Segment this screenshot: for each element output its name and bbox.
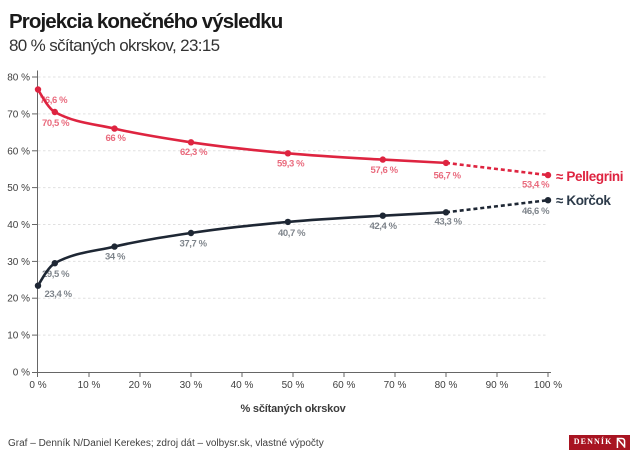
svg-text:53,4 %: 53,4 % [522,180,550,191]
svg-text:30 %: 30 % [180,380,203,391]
svg-text:50 %: 50 % [282,380,305,391]
svg-text:0 %: 0 % [13,368,30,379]
svg-text:50 %: 50 % [7,183,30,194]
svg-text:80 %: 80 % [7,73,30,84]
svg-text:70,5 %: 70,5 % [42,118,70,129]
svg-text:100 %: 100 % [534,380,562,391]
svg-text:70 %: 70 % [7,109,30,120]
svg-text:90 %: 90 % [486,380,509,391]
svg-text:80 %: 80 % [435,380,458,391]
svg-text:29,5 %: 29,5 % [42,269,70,280]
svg-text:34 %: 34 % [105,252,126,263]
svg-text:70 %: 70 % [384,380,407,391]
svg-text:37,7 %: 37,7 % [180,239,208,250]
svg-text:59,3 %: 59,3 % [277,159,305,170]
svg-text:40 %: 40 % [231,380,254,391]
svg-text:10 %: 10 % [7,331,30,342]
svg-text:43,3 %: 43,3 % [435,217,463,228]
svg-text:23,4 %: 23,4 % [45,289,73,300]
svg-text:62,3 %: 62,3 % [180,147,208,158]
svg-text:40 %: 40 % [7,220,30,231]
svg-text:42,4 %: 42,4 % [370,221,398,232]
svg-text:20 %: 20 % [129,380,152,391]
svg-text:40,7 %: 40,7 % [278,228,306,239]
svg-text:56,7 %: 56,7 % [434,171,462,182]
svg-text:0 %: 0 % [29,380,46,391]
svg-text:% sčítaných okrskov: % sčítaných okrskov [240,403,346,415]
svg-text:60 %: 60 % [7,146,30,157]
svg-text:46,6 %: 46,6 % [522,206,550,217]
svg-text:66 %: 66 % [106,133,127,144]
svg-text:20 %: 20 % [7,294,30,305]
svg-text:76,6 %: 76,6 % [40,95,68,106]
svg-text:≈ Pellegrini: ≈ Pellegrini [556,169,623,184]
svg-text:30 %: 30 % [7,257,30,268]
svg-text:≈ Korčok: ≈ Korčok [556,193,611,208]
svg-text:57,6 %: 57,6 % [371,165,399,176]
svg-text:10 %: 10 % [78,380,101,391]
svg-text:60 %: 60 % [333,380,356,391]
